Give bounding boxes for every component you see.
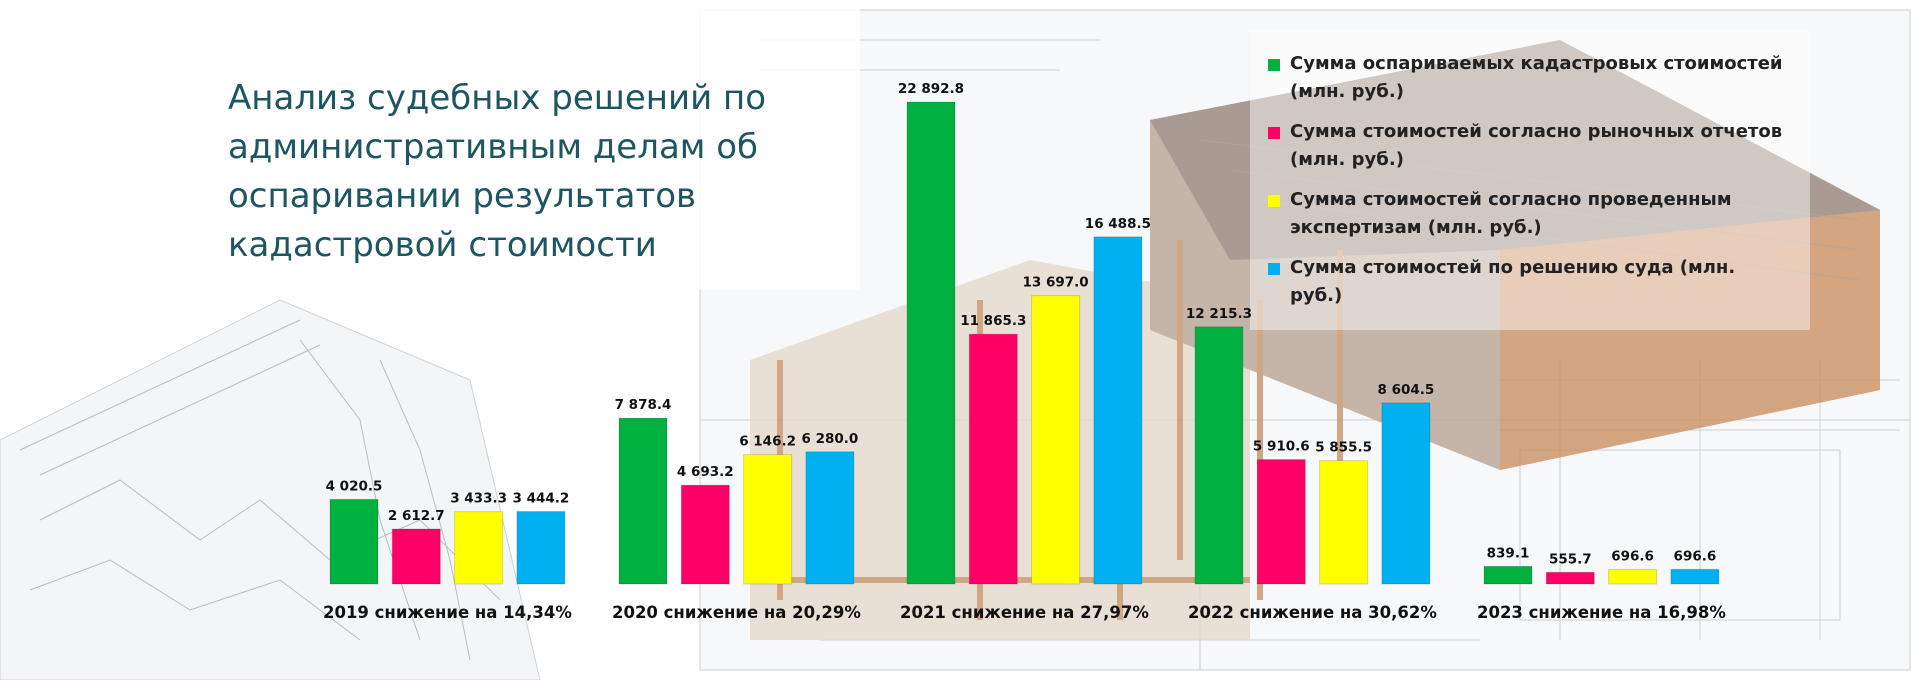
bar-2-1	[618, 417, 668, 585]
bar-3-2	[968, 333, 1018, 585]
category-label: 2023 снижение на 16,98%	[1477, 603, 1726, 622]
data-label: 696.6	[1674, 548, 1717, 564]
bar-4-1	[1194, 326, 1244, 585]
data-label: 11 865.3	[960, 313, 1026, 329]
category-label: 2022 снижение на 30,62%	[1188, 603, 1437, 622]
legend-swatch-blue	[1268, 263, 1280, 275]
legend-item-series-2: Сумма стоимостей согласно рыночных отчет…	[1268, 118, 1788, 174]
data-label: 5 910.6	[1253, 439, 1310, 455]
data-label: 8 604.5	[1378, 382, 1435, 398]
category-label: 2020 снижение на 20,29%	[612, 603, 861, 622]
data-label: 5 855.5	[1315, 440, 1372, 456]
data-label: 12 215.3	[1186, 306, 1252, 322]
bar-3-4	[1093, 236, 1143, 585]
bar-1-1	[329, 498, 379, 585]
legend-label: Сумма стоимостей по решению суда (млн. р…	[1290, 257, 1736, 306]
legend-swatch-yellow	[1268, 195, 1280, 207]
data-label: 3 433.3	[450, 491, 507, 507]
legend-swatch-green	[1268, 59, 1280, 71]
bar-1-2	[391, 528, 441, 585]
category-label: 2021 снижение на 27,97%	[900, 603, 1149, 622]
data-label: 2 612.7	[388, 508, 445, 524]
legend-label: Сумма стоимостей согласно рыночных отчет…	[1290, 121, 1783, 170]
bar-4-2	[1256, 459, 1306, 585]
data-label: 22 892.8	[898, 81, 964, 97]
data-label: 839.1	[1487, 545, 1530, 561]
category-label: 2019 снижение на 14,34%	[323, 603, 572, 622]
bar-3-3	[1031, 295, 1081, 585]
data-label: 696.6	[1611, 548, 1654, 564]
legend-item-series-1: Сумма оспариваемых кадастровых стоимосте…	[1268, 50, 1788, 106]
bar-2-3	[743, 454, 793, 585]
legend-label: Сумма стоимостей согласно проведенным эк…	[1290, 189, 1732, 238]
page-title: Анализ судебных решений по административ…	[228, 78, 767, 265]
bar-5-2	[1545, 571, 1595, 585]
data-label: 4 693.2	[677, 464, 734, 480]
bar-1-3	[454, 511, 504, 585]
bar-5-4	[1670, 568, 1720, 585]
chart-legend: Сумма оспариваемых кадастровых стоимосте…	[1268, 50, 1788, 322]
bar-5-1	[1483, 565, 1533, 585]
bar-5-3	[1608, 568, 1658, 585]
data-label: 13 697.0	[1022, 275, 1088, 291]
data-label: 555.7	[1549, 551, 1592, 567]
data-label: 7 878.4	[615, 397, 672, 413]
bar-4-3	[1319, 460, 1369, 585]
data-label: 6 280.0	[802, 431, 859, 447]
data-label: 4 020.5	[326, 478, 383, 494]
bar-3-1	[906, 101, 956, 585]
legend-item-series-4: Сумма стоимостей по решению суда (млн. р…	[1268, 254, 1788, 310]
bar-2-4	[805, 451, 855, 585]
data-label: 3 444.2	[513, 490, 570, 506]
bar-4-4	[1381, 402, 1431, 585]
legend-swatch-pink	[1268, 127, 1280, 139]
data-label: 16 488.5	[1085, 216, 1151, 232]
legend-label: Сумма оспариваемых кадастровых стоимосте…	[1290, 53, 1783, 102]
bar-1-4	[516, 510, 566, 585]
legend-item-series-3: Сумма стоимостей согласно проведенным эк…	[1268, 186, 1788, 242]
bar-2-2	[680, 484, 730, 585]
data-label: 6 146.2	[739, 434, 796, 450]
